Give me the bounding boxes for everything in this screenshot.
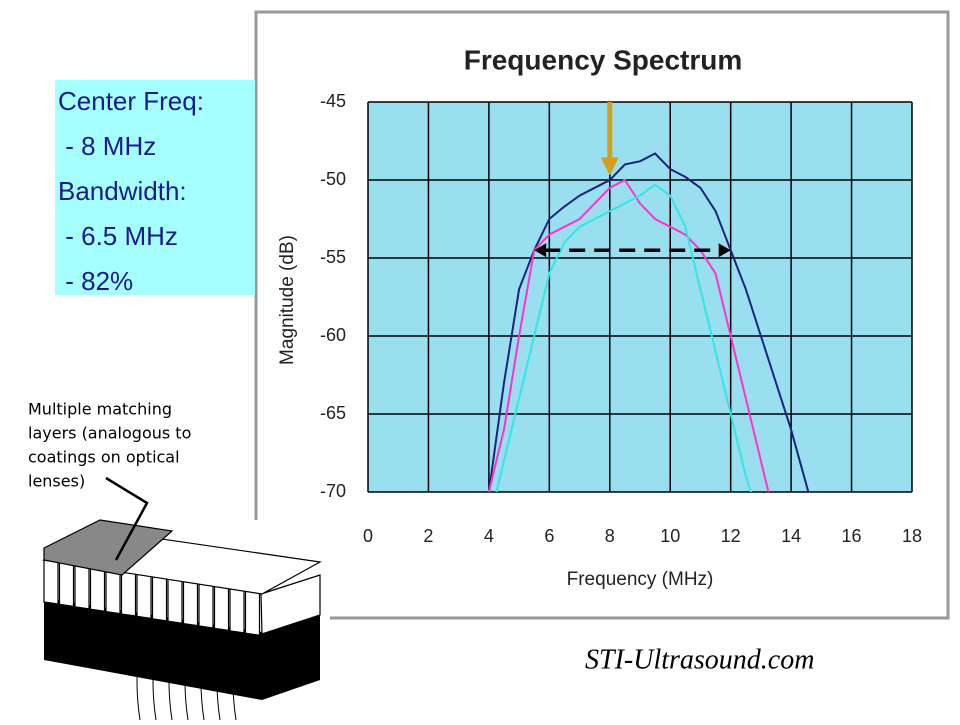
transducer-element: [182, 580, 199, 627]
x-tick-label: 2: [423, 526, 433, 546]
side-panel-line: Bandwidth:: [58, 176, 187, 206]
plot-area: [368, 102, 912, 492]
caption-line: lenses): [28, 472, 85, 491]
side-panel-line: - 6.5 MHz: [58, 221, 178, 251]
transducer-element: [120, 571, 137, 617]
transducer-element: [229, 588, 245, 634]
y-tick-label: -45: [320, 91, 346, 111]
y-tick-label: -50: [320, 169, 346, 189]
chart-title: Frequency Spectrum: [464, 44, 743, 75]
transducer-element: [43, 559, 59, 605]
x-tick-label: 0: [363, 526, 373, 546]
x-tick-label: 14: [781, 526, 801, 546]
center-arrow-head: [600, 157, 619, 176]
transducer-element: [167, 578, 183, 624]
x-tick-label: 18: [902, 526, 922, 546]
wire: [184, 649, 189, 721]
caption-pointer: [105, 476, 149, 561]
wire: [168, 649, 173, 721]
transducer-element: [136, 573, 152, 620]
matching-layer: [43, 519, 174, 576]
transducer-element: [198, 583, 214, 629]
side-panel-line: Center Freq:: [58, 86, 204, 116]
transducer-element: [89, 566, 106, 612]
credit: STI-Ultrasound.com: [585, 644, 814, 675]
x-tick-label: 4: [484, 526, 494, 546]
side-panel-line: - 8 MHz: [58, 131, 156, 161]
series-line: [495, 183, 752, 492]
y-tick-label: -60: [320, 325, 346, 345]
y-axis-label: Magnitude (dB): [277, 235, 298, 365]
side-panel: [55, 80, 255, 295]
transducer-element: [244, 590, 261, 636]
caption-line: Multiple matching: [28, 400, 172, 419]
y-tick-label: -65: [320, 403, 346, 423]
x-tick-label: 6: [544, 526, 554, 546]
transducer-base: [44, 598, 320, 700]
x-tick-label: 8: [605, 526, 615, 546]
transducer-element: [74, 564, 90, 610]
transducer-element: [58, 561, 75, 608]
wire: [232, 649, 237, 721]
series-line: [487, 152, 810, 492]
side-panel-line: - 82%: [58, 266, 133, 296]
caption-line: coatings on optical: [28, 448, 180, 467]
series-group: [487, 152, 810, 492]
wire: [200, 649, 205, 721]
y-tick-label: -70: [320, 481, 346, 501]
y-tick-label: -55: [320, 247, 346, 267]
transducer-element: [213, 585, 230, 632]
transducer-side: [260, 574, 321, 635]
x-axis-label: Frequency (MHz): [567, 569, 714, 590]
x-tick-label: 10: [660, 526, 680, 546]
series-line: [487, 178, 770, 492]
transducer-element: [105, 568, 121, 615]
transducer-element: [151, 576, 168, 622]
caption-line: layers (analogous to: [28, 424, 191, 443]
x-tick-label: 12: [721, 526, 741, 546]
wire: [152, 649, 157, 721]
x-tick-label: 16: [842, 526, 862, 546]
wire: [216, 649, 221, 721]
wire: [136, 649, 141, 721]
